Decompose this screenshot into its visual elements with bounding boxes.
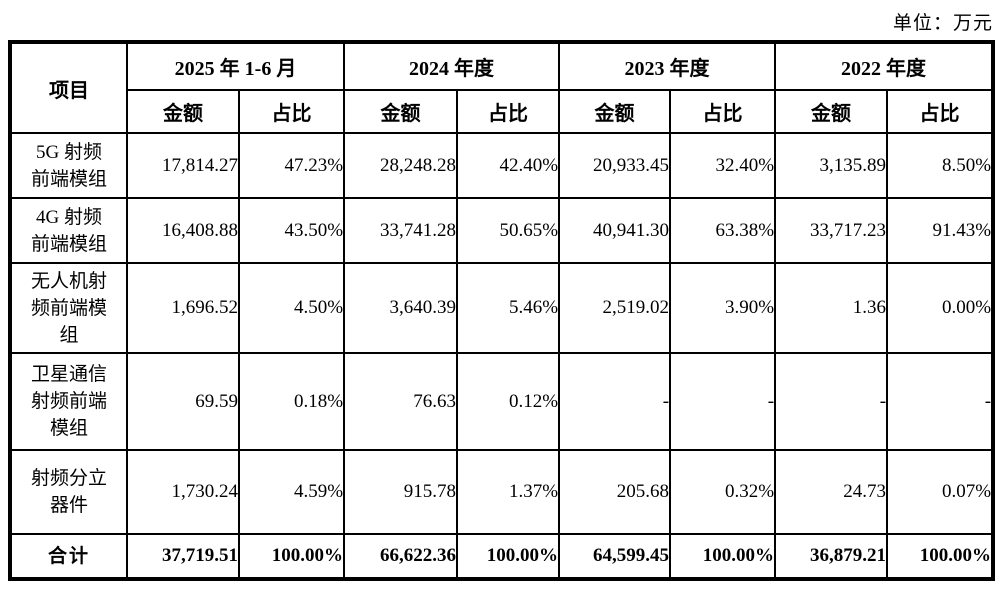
table-row-rf-discrete-devices: 射频分立器件 1,730.24 4.59% 915.78 1.37% 205.6… [9,449,995,535]
total-ratio-cell: 100.00% [886,533,995,580]
ratio-cell: 91.43% [886,197,995,264]
row-item-text: 无人机射频前端模组 [30,270,107,346]
row-item-text: 卫星通信射频前端模组 [30,364,107,439]
table-row-drone-rf-module: 无人机射频前端模组 1,696.52 4.50% 3,640.39 5.46% … [9,262,995,354]
ratio-cell: 0.32% [669,449,777,535]
amount-cell: 3,135.89 [774,132,889,199]
amount-cell: 1,696.52 [126,262,240,354]
ratio-cell: - [886,352,995,451]
table-row-5g-rf-module: 5G 射频前端模组 17,814.27 47.23% 28,248.28 42.… [9,132,995,199]
amount-cell: - [558,352,672,451]
ratio-cell: 43.50% [237,197,346,264]
table-row-satcom-rf-module: 卫星通信射频前端模组 69.59 0.18% 76.63 0.12% - - -… [9,352,995,451]
row-item-text: 射频分立器件 [30,468,107,516]
amount-cell: 2,519.02 [558,262,672,354]
amount-cell: 17,814.27 [126,132,240,199]
amount-cell: - [774,352,889,451]
row-item-name: 4G 射频前端模组 [9,197,128,264]
amount-cell: 33,717.23 [774,197,889,264]
total-amount-cell: 66,622.36 [343,533,459,580]
ratio-header-2023: 占比 [669,89,777,134]
total-amount-cell: 64,599.45 [558,533,672,580]
ratio-header-2024: 占比 [456,89,561,134]
header-row-periods: 项目 2025 年 1-6 月 2024 年度 2023 年度 2022 年度 [9,41,995,134]
ratio-cell: 42.40% [456,132,561,199]
amount-cell: 28,248.28 [343,132,459,199]
header-row-measures: 金额 占比 金额 占比 金额 占比 金额 占比 [10,89,995,134]
unit-label: 单位：万元 [892,13,993,34]
amount-header-2024: 金额 [343,89,459,134]
ratio-cell: 1.37% [456,449,561,535]
amount-cell: 1,730.24 [126,449,240,535]
amount-header-2025h1: 金额 [126,89,240,134]
ratio-cell: 0.18% [237,352,346,451]
amount-cell: 33,741.28 [343,197,459,264]
total-ratio-cell: 100.00% [669,533,777,580]
ratio-cell: 8.50% [886,132,995,199]
total-ratio-cell: 100.00% [237,533,346,580]
row-item-text: 4G 射频前端模组 [30,206,107,255]
ratio-header-2025h1: 占比 [237,89,346,134]
amount-cell: 76.63 [343,352,459,451]
total-label: 合计 [9,533,128,580]
ratio-cell: 63.38% [669,197,777,264]
ratio-cell: - [669,352,777,451]
ratio-cell: 0.00% [886,262,995,354]
period-header-2022: 2022 年度 [774,41,995,91]
amount-header-2023: 金额 [558,89,672,134]
amount-cell: 3,640.39 [343,262,459,354]
amount-cell: 20,933.45 [558,132,672,199]
ratio-cell: 0.07% [886,449,995,535]
item-column-header: 项目 [9,41,128,134]
total-amount-cell: 37,719.51 [126,533,240,580]
row-item-text: 5G 射频前端模组 [30,141,107,190]
amount-cell: 16,408.88 [126,197,240,264]
amount-cell: 40,941.30 [558,197,672,264]
ratio-cell: 3.90% [669,262,777,354]
total-ratio-cell: 100.00% [456,533,561,580]
row-item-name: 无人机射频前端模组 [9,262,128,354]
amount-header-2022: 金额 [774,89,889,134]
row-item-name: 射频分立器件 [9,449,128,535]
table-row-4g-rf-module: 4G 射频前端模组 16,408.88 43.50% 33,741.28 50.… [9,197,995,264]
row-item-name: 5G 射频前端模组 [9,132,128,199]
amount-cell: 205.68 [558,449,672,535]
ratio-header-2022: 占比 [886,89,995,134]
amount-cell: 69.59 [126,352,240,451]
amount-cell: 24.73 [774,449,889,535]
ratio-cell: 50.65% [456,197,561,264]
row-item-name: 卫星通信射频前端模组 [9,352,128,451]
period-header-2024: 2024 年度 [343,41,561,91]
amount-cell: 915.78 [343,449,459,535]
period-header-2025h1: 2025 年 1-6 月 [125,41,346,91]
period-header-2023: 2023 年度 [558,41,777,91]
ratio-cell: 0.12% [456,352,561,451]
ratio-cell: 4.50% [237,262,346,354]
ratio-cell: 5.46% [456,262,561,354]
ratio-cell: 32.40% [669,132,777,199]
table-row-total: 合计 37,719.51 100.00% 66,622.36 100.00% 6… [9,533,995,580]
revenue-breakdown-table: 项目 2025 年 1-6 月 2024 年度 2023 年度 2022 年度 … [8,40,996,581]
amount-cell: 1.36 [774,262,889,354]
ratio-cell: 4.59% [237,449,346,535]
ratio-cell: 47.23% [237,132,346,199]
total-amount-cell: 36,879.21 [774,533,889,580]
